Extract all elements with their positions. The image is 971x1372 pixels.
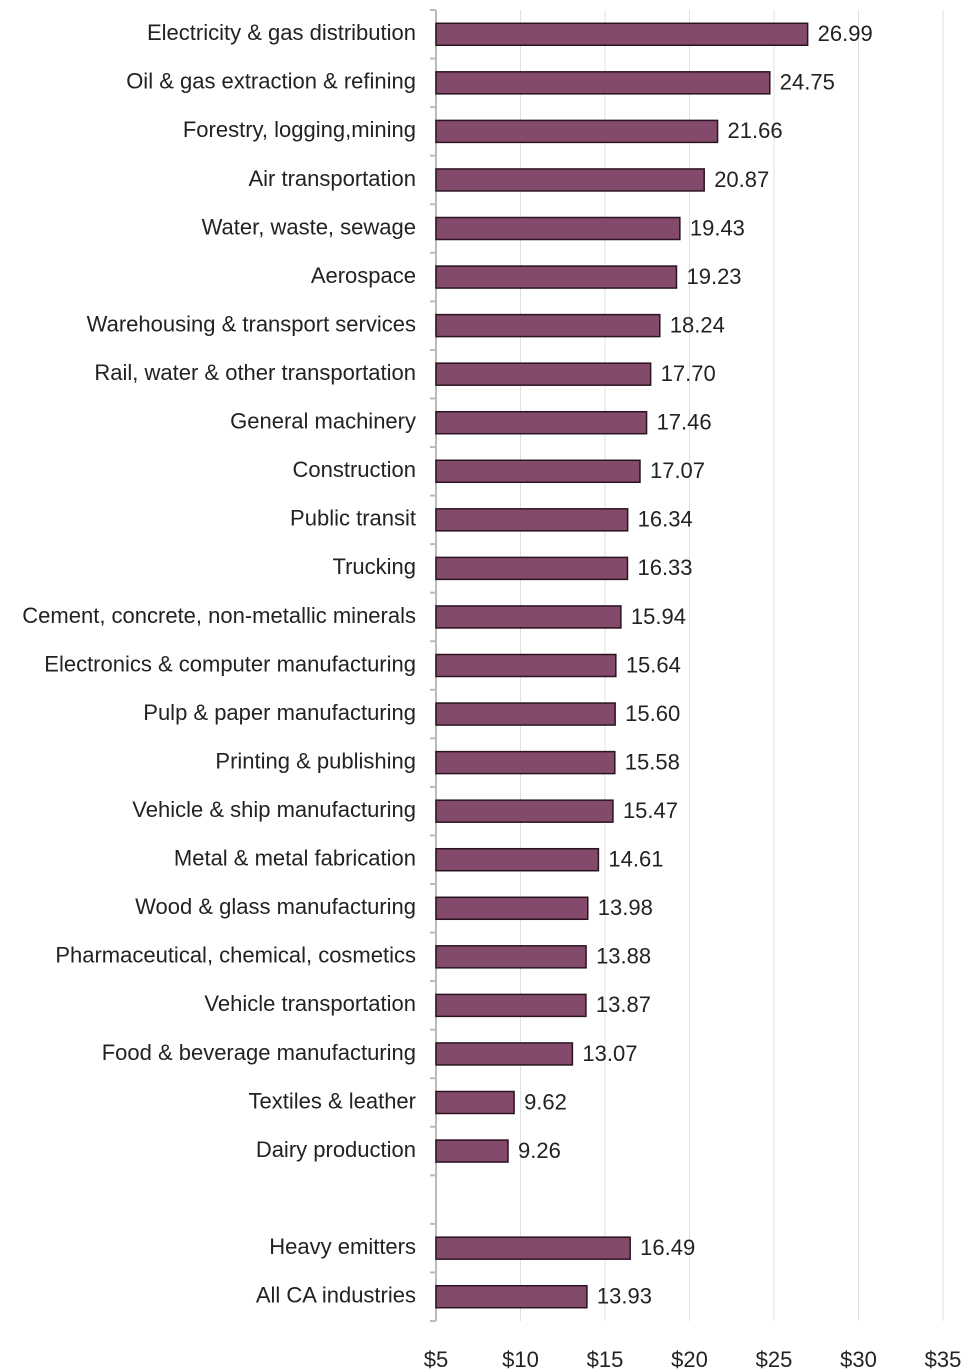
y-tick-label: Vehicle transportation <box>204 991 416 1016</box>
bar <box>435 847 600 872</box>
bar <box>435 71 771 95</box>
y-tick-label: Water, waste, sewage <box>202 214 416 239</box>
bar <box>435 556 629 581</box>
bar <box>435 410 648 435</box>
bar <box>435 313 661 338</box>
y-tick-label: Heavy emitters <box>269 1234 416 1259</box>
y-tick-label: Trucking <box>332 554 416 579</box>
x-tick-label: $10 <box>502 1347 539 1372</box>
data-label: 15.94 <box>631 604 686 629</box>
y-tick-label: Electricity & gas distribution <box>147 20 416 45</box>
bar <box>435 265 678 289</box>
x-tick-label: $20 <box>671 1347 708 1372</box>
data-label: 19.23 <box>686 264 741 289</box>
y-tick-label: Air transportation <box>248 166 416 191</box>
bar <box>435 605 622 629</box>
data-label: 16.33 <box>637 555 692 580</box>
data-label: 17.07 <box>650 458 705 483</box>
data-label: 13.98 <box>598 895 653 920</box>
y-tick-label: Warehousing & transport services <box>87 311 416 336</box>
bar <box>435 653 617 678</box>
bar <box>435 22 809 47</box>
bar <box>435 459 641 484</box>
bar <box>435 119 719 144</box>
bar <box>435 702 616 726</box>
data-label: 26.99 <box>818 21 873 46</box>
data-label: 17.70 <box>661 361 716 386</box>
bar <box>435 362 652 386</box>
bar <box>435 750 616 775</box>
x-tick-label: $35 <box>925 1347 962 1372</box>
data-label: 16.49 <box>640 1235 695 1260</box>
data-label: 13.87 <box>596 992 651 1017</box>
y-tick-label: Vehicle & ship manufacturing <box>132 797 416 822</box>
data-label: 24.75 <box>780 70 835 95</box>
y-tick-label: Textiles & leather <box>248 1088 416 1113</box>
y-tick-label: Public transit <box>290 506 416 531</box>
y-tick-label: Forestry, logging,mining <box>183 117 416 142</box>
y-tick-label: Aerospace <box>311 263 416 288</box>
y-tick-label: All CA industries <box>256 1283 416 1308</box>
data-label: 19.43 <box>690 215 745 240</box>
data-label: 15.60 <box>625 701 680 726</box>
y-tick-label: Pharmaceutical, chemical, cosmetics <box>55 943 416 968</box>
y-tick-label: Food & beverage manufacturing <box>102 1040 416 1065</box>
x-tick-label: $25 <box>756 1347 793 1372</box>
bar <box>435 216 681 241</box>
bar <box>435 1284 588 1309</box>
y-tick-label: Metal & metal fabrication <box>174 846 416 871</box>
data-label: 15.64 <box>626 652 681 677</box>
y-tick-label: Construction <box>292 457 416 482</box>
data-label: 16.34 <box>638 507 693 532</box>
y-tick-label: Cement, concrete, non-metallic minerals <box>22 603 416 628</box>
x-tick-label: $15 <box>587 1347 624 1372</box>
bar <box>435 1090 515 1115</box>
data-label: 18.24 <box>670 312 725 337</box>
bar <box>435 168 705 192</box>
data-label: 15.47 <box>623 798 678 823</box>
y-tick-label: Dairy production <box>256 1137 416 1162</box>
y-tick-label: Wood & glass manufacturing <box>135 894 416 919</box>
data-label: 17.46 <box>657 410 712 435</box>
bar <box>435 993 587 1018</box>
bar <box>435 896 589 921</box>
data-label: 13.93 <box>597 1284 652 1309</box>
data-label: 21.66 <box>728 118 783 143</box>
data-label: 20.87 <box>714 167 769 192</box>
bar <box>435 1236 631 1260</box>
y-tick-label: Oil & gas extraction & refining <box>126 69 416 94</box>
data-label: 13.07 <box>582 1041 637 1066</box>
x-tick-label: $5 <box>424 1347 448 1372</box>
bar <box>435 508 629 532</box>
bar <box>435 1139 509 1163</box>
data-label: 15.58 <box>625 749 680 774</box>
data-label: 13.88 <box>596 944 651 969</box>
y-tick-label: General machinery <box>230 409 416 434</box>
data-label: 9.26 <box>518 1138 561 1163</box>
bar <box>435 1042 574 1066</box>
bar <box>435 945 587 969</box>
y-tick-label: Rail, water & other transportation <box>94 360 416 385</box>
data-label: 9.62 <box>524 1089 567 1114</box>
y-tick-label: Printing & publishing <box>215 748 416 773</box>
x-tick-label: $30 <box>840 1347 877 1372</box>
y-tick-label: Electronics & computer manufacturing <box>44 651 416 676</box>
bar <box>435 799 614 823</box>
data-label: 14.61 <box>608 847 663 872</box>
y-tick-label: Pulp & paper manufacturing <box>143 700 416 725</box>
